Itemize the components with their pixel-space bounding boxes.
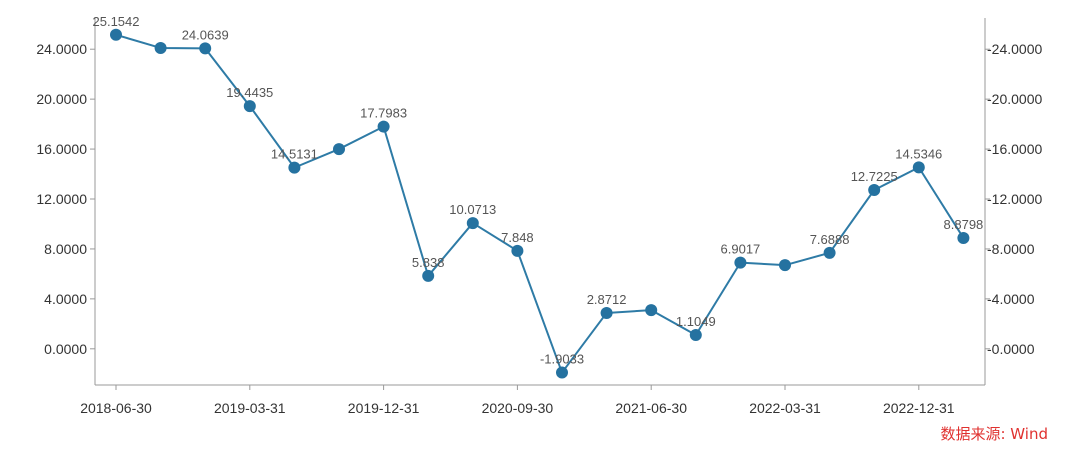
x-ticks: 2018-06-30 2019-03-31 2019-12-31 2020-09-30…: [80, 385, 955, 416]
right-y-tick-label: -0.0000: [987, 341, 1035, 357]
right-y-tick-label: -4.0000: [987, 291, 1035, 307]
data-label: 8.8798: [944, 217, 984, 232]
data-label: 14.5346: [895, 146, 942, 161]
x-tick-label: 2021-06-30: [615, 400, 687, 416]
data-point: [422, 269, 435, 282]
data-point: [957, 231, 970, 244]
right-y-tick-label: -12.0000: [987, 191, 1042, 207]
data-labels: 25.1542 24.0639 19.4435 14.5131 17.7983 5.838…: [93, 14, 984, 367]
left-y-tick-label: 12.0000: [36, 191, 87, 207]
data-point: [110, 28, 122, 41]
data-label: -1.9033: [540, 352, 584, 367]
x-tick-label: 2019-12-31: [348, 400, 420, 416]
left-y-tick-label: 8.0000: [44, 241, 87, 257]
data-label: 7.6888: [810, 232, 850, 247]
data-label: 2.8712: [587, 292, 627, 307]
left-y-ticks: 0.0000 4.0000 8.0000 12.0000 16.0000 20.0000 2…: [36, 41, 95, 357]
x-tick-label: 2022-03-31: [749, 400, 821, 416]
left-y-tick-label: 4.0000: [44, 291, 87, 307]
right-y-tick-label: -16.0000: [987, 141, 1042, 157]
right-y-ticks: -0.0000 -4.0000 -8.0000 -12.0000 -16.0000 -20…: [985, 41, 1042, 357]
x-tick-label: 2018-06-30: [80, 400, 152, 416]
data-point: [868, 183, 881, 196]
left-y-tick-label: 0.0000: [44, 341, 87, 357]
x-tick-label: 2022-12-31: [883, 400, 955, 416]
data-point: [912, 161, 925, 174]
data-point: [199, 42, 212, 55]
right-y-tick-label: -8.0000: [987, 241, 1035, 257]
right-y-tick-label: -20.0000: [987, 91, 1042, 107]
data-label: 14.5131: [271, 147, 318, 162]
data-point: [243, 100, 256, 113]
data-point: [511, 244, 524, 257]
data-point: [600, 306, 613, 319]
data-label: 6.9017: [721, 242, 761, 257]
left-y-tick-label: 20.0000: [36, 91, 87, 107]
data-point: [154, 41, 167, 54]
data-label: 10.0713: [449, 202, 496, 217]
data-point: [823, 246, 836, 259]
right-y-tick-label: -24.0000: [987, 41, 1042, 57]
data-point: [377, 120, 390, 133]
x-tick-label: 2019-03-31: [214, 400, 286, 416]
data-point: [645, 304, 658, 317]
data-label: 7.848: [501, 230, 534, 245]
data-label: 12.7225: [851, 169, 898, 184]
data-point: [466, 217, 479, 230]
data-point: [556, 366, 568, 379]
data-label: 5.838: [412, 255, 445, 270]
left-y-tick-label: 24.0000: [36, 41, 87, 57]
data-point: [689, 329, 702, 342]
axes: [94, 18, 986, 386]
data-label: 25.1542: [93, 14, 140, 29]
data-point: [779, 259, 791, 272]
data-point: [734, 256, 747, 269]
data-label: 1.1049: [676, 314, 716, 329]
data-label: 17.7983: [360, 106, 407, 121]
series-points: [110, 28, 970, 379]
left-y-tick-label: 16.0000: [36, 141, 87, 157]
data-label: 19.4435: [226, 85, 273, 100]
source-note: 数据来源: Wind: [940, 425, 1048, 443]
data-point: [288, 161, 301, 174]
x-tick-label: 2020-09-30: [482, 400, 554, 416]
data-point: [333, 143, 345, 156]
series-line-group: [115, 33, 965, 374]
series-line: [115, 33, 965, 374]
data-label: 24.0639: [182, 27, 229, 42]
